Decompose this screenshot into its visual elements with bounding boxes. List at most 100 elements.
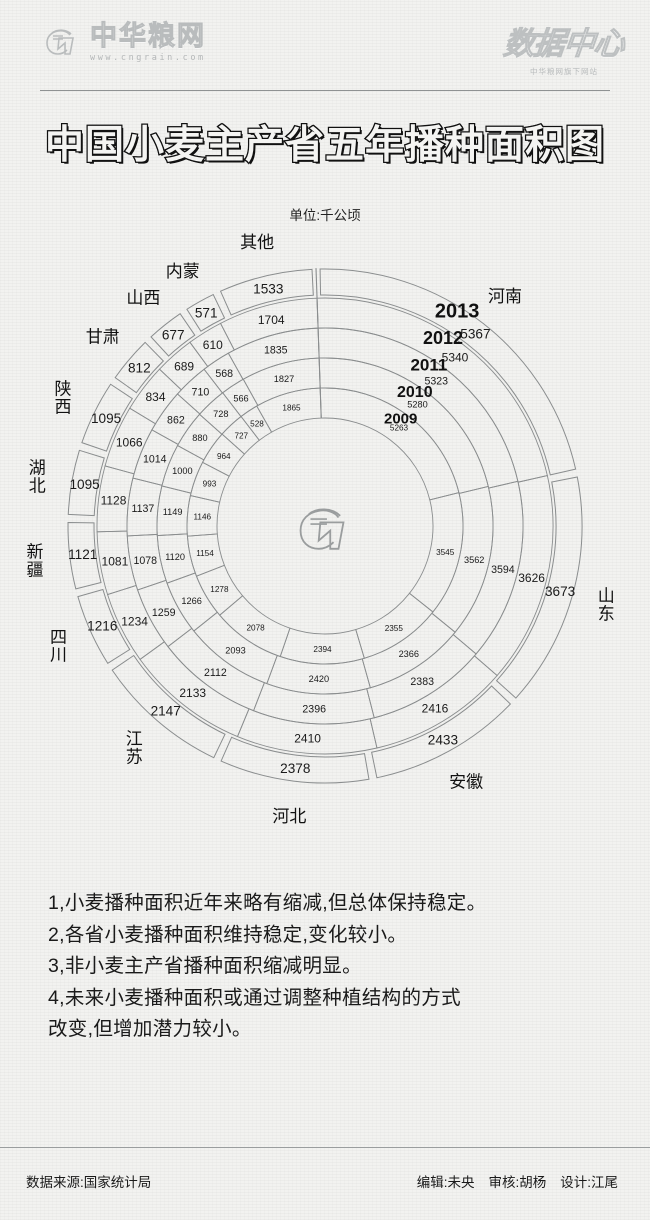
value-label: 1865 (282, 404, 301, 413)
value-label: 862 (167, 415, 185, 427)
note-item: 2,各省小麦播种面积维持稳定,变化较小。 (48, 923, 408, 946)
radial-chart-svg: 5263 3545 2355 2394 2078 1278 1154 1146 993 964 72… (27, 233, 615, 826)
category-label-湖北: 湖北 (29, 459, 46, 496)
value-label: 677 (162, 328, 185, 343)
note-item: 1,小麦播种面积近年来略有缩减,但总体保持稳定。 (48, 892, 487, 914)
category-label-char: 江 (126, 730, 143, 749)
value-label: 1078 (134, 555, 158, 567)
sector-河北-2013 (220, 736, 370, 784)
value-label: 5323 (425, 376, 449, 388)
value-label: 2396 (302, 703, 326, 715)
year-label-2012: 2012 (423, 328, 463, 348)
radial-chart: 5263 3545 2355 2394 2078 1278 1154 1146 993 964 72… (0, 230, 650, 870)
value-label: 2378 (280, 761, 310, 776)
value-label: 571 (195, 306, 218, 321)
year-ring-2012: 5340 3626 2416 2410 2133 1234 1081 1128 1066 834 6… (96, 297, 554, 755)
value-label: 1014 (143, 454, 167, 466)
value-label: 5340 (442, 350, 469, 364)
category-label-char: 新 (27, 543, 44, 562)
value-label: 2394 (313, 645, 332, 654)
category-label-河北: 河北 (272, 807, 306, 826)
value-label: 1278 (210, 585, 229, 594)
page-header: 中华粮网 www.cngrain.com 数据中心 中华粮网旗下网站 (0, 0, 650, 92)
credit-reviewer: 审核:胡杨 (488, 1175, 547, 1190)
brand-name: 中华粮网 (90, 21, 206, 53)
footer-divider (0, 1147, 650, 1148)
value-label: 2133 (179, 686, 206, 700)
value-label: 993 (203, 480, 217, 489)
value-label: 1154 (196, 549, 214, 558)
sector-河南-2009 (319, 387, 460, 501)
sector-安徽-2013 (371, 685, 512, 779)
category-label-甘肃: 甘肃 (86, 328, 120, 347)
value-label: 1835 (264, 345, 288, 357)
year-ring-2010: 5280 3562 2366 2420 2093 1266 1120 1149 1000 880 7… (156, 357, 494, 695)
value-label: 812 (128, 361, 151, 376)
value-label: 2147 (151, 704, 181, 719)
sector-新疆-2013 (67, 521, 102, 590)
category-label-安徽: 安徽 (449, 773, 483, 792)
value-label: 3562 (464, 555, 484, 565)
value-label: 1146 (193, 513, 211, 522)
note-item: 3,非小麦主产省播种面积缩减明显。 (48, 955, 362, 978)
category-label-河南: 河南 (488, 287, 522, 306)
sector-山西-2013 (150, 313, 196, 357)
sector-陕西-2013 (81, 383, 133, 452)
credits: 编辑:未央 审核:胡杨 设计:江尾 (417, 1171, 618, 1191)
value-label: 5367 (460, 327, 490, 342)
center-logo-icon (299, 508, 345, 550)
category-label-char: 陕 (55, 380, 72, 399)
value-label: 2112 (204, 667, 227, 679)
sector-其他-2013 (219, 268, 314, 316)
page-footer: 数据来源:国家统计局 编辑:未央 审核:胡杨 设计:江尾 (0, 1164, 650, 1198)
value-label: 1266 (181, 596, 201, 606)
value-label: 1137 (132, 503, 155, 515)
category-label-山东: 山东 (598, 587, 615, 624)
value-label: 2355 (385, 624, 404, 633)
year-ring-2013: 5367 3673 2433 2378 2147 1216 1121 1095 1095 812 6… (67, 268, 583, 784)
value-label: 710 (192, 387, 210, 399)
brand-logo-datacenter[interactable]: 数据中心 中华粮网旗下网站 (501, 18, 626, 77)
value-label: 834 (145, 390, 165, 404)
notes-list: 1,小麦播种面积近年来略有缩减,但总体保持稳定。 2,各省小麦播种面积维持稳定,… (48, 888, 650, 1046)
sector-河南-2013 (319, 268, 577, 476)
value-label: 2410 (294, 732, 321, 746)
value-label: 727 (234, 432, 248, 441)
category-label-char: 西 (55, 397, 72, 416)
year-label-2011: 2011 (410, 355, 447, 374)
value-label: 2366 (399, 649, 419, 659)
category-label-山西: 山西 (126, 288, 160, 307)
value-label: 2416 (422, 702, 449, 716)
category-label-char: 疆 (27, 560, 44, 579)
value-label: 1234 (121, 615, 148, 629)
value-label: 1259 (152, 607, 176, 619)
value-label: 3545 (436, 548, 455, 557)
value-label: 1000 (172, 466, 192, 476)
category-label-char: 北 (29, 476, 46, 495)
value-label: 1095 (69, 477, 99, 492)
value-label: 1120 (165, 552, 185, 562)
value-label: 728 (213, 409, 228, 419)
brand-url: www.cngrain.com (90, 53, 206, 64)
value-label: 566 (233, 393, 248, 403)
category-label-char: 苏 (126, 747, 143, 766)
year-ring-2009: 5263 3545 2355 2394 2078 1278 1154 1146 993 964 72… (186, 387, 464, 665)
value-label: 880 (192, 433, 207, 443)
value-label: 2078 (246, 623, 265, 632)
value-label: 2433 (428, 732, 458, 747)
category-label-陕西: 陕西 (55, 380, 72, 417)
sector-山东-2013 (495, 476, 583, 699)
value-label: 528 (250, 419, 264, 428)
title-block: 中国小麦主产省五年播种面积图 单位:千公顷 (0, 114, 650, 224)
ring-seam (315, 268, 322, 419)
year-label-2010: 2010 (397, 384, 433, 401)
value-label: 1149 (163, 507, 183, 517)
category-label-新疆: 新疆 (27, 543, 44, 580)
credit-designer: 设计:江尾 (560, 1175, 618, 1190)
brand-logo-cngrain[interactable]: 中华粮网 www.cngrain.com (40, 22, 206, 64)
category-label-char: 山 (598, 587, 615, 606)
year-label-2009: 2009 (384, 410, 417, 427)
value-label: 1095 (91, 411, 121, 426)
year-label-2013: 2013 (435, 300, 480, 322)
category-label-char: 湖 (29, 459, 46, 478)
